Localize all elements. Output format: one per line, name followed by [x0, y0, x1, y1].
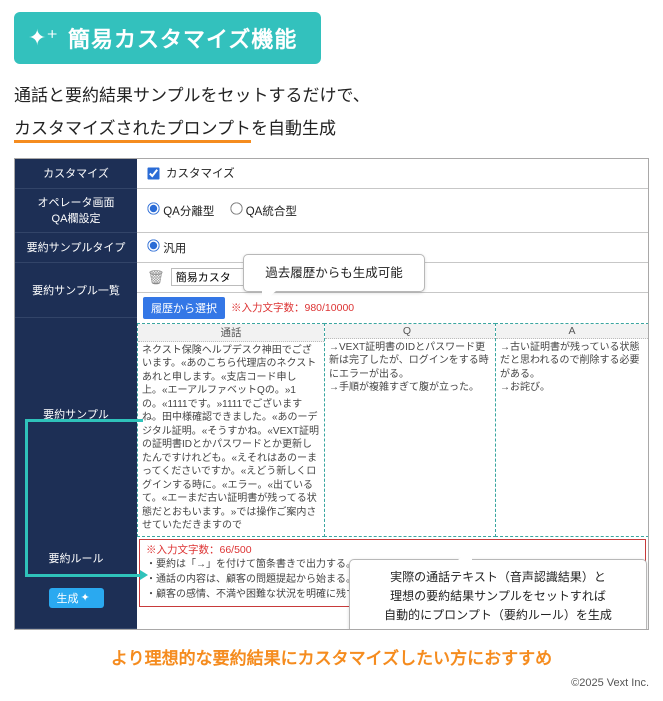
- qa-unified-label: QA統合型: [246, 206, 297, 218]
- generate-button[interactable]: 生成✦: [49, 588, 104, 608]
- qa-unified-radio[interactable]: [230, 202, 242, 214]
- bracket-top: [25, 419, 28, 545]
- history-select-button[interactable]: 履歴から選択: [143, 297, 225, 319]
- feature-title: 簡易カスタマイズ機能: [68, 22, 297, 54]
- sidebar-item-sample[interactable]: 要約サンプル: [15, 318, 137, 510]
- callout-line-1: 実際の通話テキスト（音声認識結果）と: [364, 568, 632, 587]
- callout-auto-prompt: 実際の通話テキスト（音声認識結果）と 理想の要約結果サンプルをセットすれば 自動…: [349, 559, 647, 630]
- app-panel: カスタマイズ オペレータ画面 QA欄設定 要約サンプルタイプ 要約サンプル一覧 …: [14, 158, 649, 630]
- qa-unified-option[interactable]: QA統合型: [230, 202, 297, 219]
- grid-head-a: A: [496, 324, 648, 339]
- grid-body-a[interactable]: →古い証明書が残っている状態だと思われるので削除する必要がある。 →お詫び。: [496, 339, 648, 536]
- generate-label: 生成: [57, 590, 79, 606]
- qa-split-radio[interactable]: [147, 202, 159, 214]
- sample-grid: 通話 ネクスト保険ヘルプデスク神田でございます。«あのこちら代理店のネクストあれ…: [137, 323, 648, 537]
- grid-col-call: 通話 ネクスト保険ヘルプデスク神田でございます。«あのこちら代理店のネクストあれ…: [137, 323, 325, 537]
- char-count-main: ※入力文字数：980/10000: [231, 300, 354, 315]
- callout-history-text: 過去履歴からも生成可能: [265, 266, 403, 280]
- type-general-radio[interactable]: [147, 239, 159, 251]
- qa-split-option[interactable]: QA分離型: [147, 202, 214, 219]
- sidebar-item-sample-list[interactable]: 要約サンプル一覧: [15, 263, 137, 318]
- row-qa: QA分離型 QA統合型: [137, 189, 648, 233]
- qa-split-label: QA分離型: [163, 206, 214, 218]
- type-general-option[interactable]: 汎用: [147, 239, 186, 256]
- grid-col-q: Q →VEXT証明書のIDとパスワード更新は完了したが、ログインをする時にエラー…: [324, 323, 496, 537]
- trash-icon[interactable]: 🗑: [147, 269, 165, 286]
- callout-tail-icon: [458, 548, 472, 560]
- grid-head-call: 通話: [138, 324, 324, 342]
- customize-cb-label: カスタマイズ: [166, 165, 235, 181]
- feature-badge: ✦⁺ 簡易カスタマイズ機能: [14, 12, 321, 64]
- rule-char-count: ※入力文字数：66/500: [140, 540, 645, 557]
- grid-head-q: Q: [325, 324, 495, 339]
- customize-checkbox[interactable]: [147, 167, 159, 179]
- intro-underlined: カスタマイズされたプロンプト: [14, 119, 251, 143]
- grid-body-call[interactable]: ネクスト保険ヘルプデスク神田でございます。«あのこちら代理店のネクストあれと申し…: [138, 342, 324, 536]
- grid-col-a: A →古い証明書が残っている状態だと思われるので削除する必要がある。 →お詫び。: [495, 323, 649, 537]
- sidebar-item-sample-type[interactable]: 要約サンプルタイプ: [15, 233, 137, 263]
- sidebar-item-customize[interactable]: カスタマイズ: [15, 159, 137, 189]
- type-general-label: 汎用: [163, 243, 186, 255]
- row-customize: カスタマイズ: [137, 159, 648, 189]
- callout-line-2: 理想の要約結果サンプルをセットすれば: [364, 587, 632, 606]
- bracket-arrow: [25, 545, 143, 577]
- copyright: ©2025 Vext Inc.: [14, 677, 649, 689]
- intro-tail: を自動生成: [251, 119, 336, 138]
- sparkle-icon: ✦⁺: [28, 27, 58, 49]
- intro-line-2: カスタマイズされたプロンプトを自動生成: [14, 115, 649, 144]
- sidebar-item-operator[interactable]: オペレータ画面 QA欄設定: [15, 189, 137, 233]
- outro-text: より理想的な要約結果にカスタマイズしたい方におすすめ: [14, 644, 649, 669]
- callout-history: 過去履歴からも生成可能: [243, 254, 425, 292]
- intro-block: 通話と要約結果サンプルをセットするだけで、 カスタマイズされたプロンプトを自動生…: [14, 82, 649, 144]
- row-history: 履歴から選択 ※入力文字数：980/10000: [137, 293, 648, 323]
- callout-tail-icon: [262, 291, 276, 303]
- sparkle-small-icon: ✦: [81, 591, 90, 604]
- callout-line-3: 自動的にプロンプト（要約ルール）を生成: [364, 606, 632, 625]
- grid-body-q[interactable]: →VEXT証明書のIDとパスワード更新は完了したが、ログインをする時にエラーが出…: [325, 339, 495, 536]
- intro-line-1: 通話と要約結果サンプルをセットするだけで、: [14, 82, 649, 111]
